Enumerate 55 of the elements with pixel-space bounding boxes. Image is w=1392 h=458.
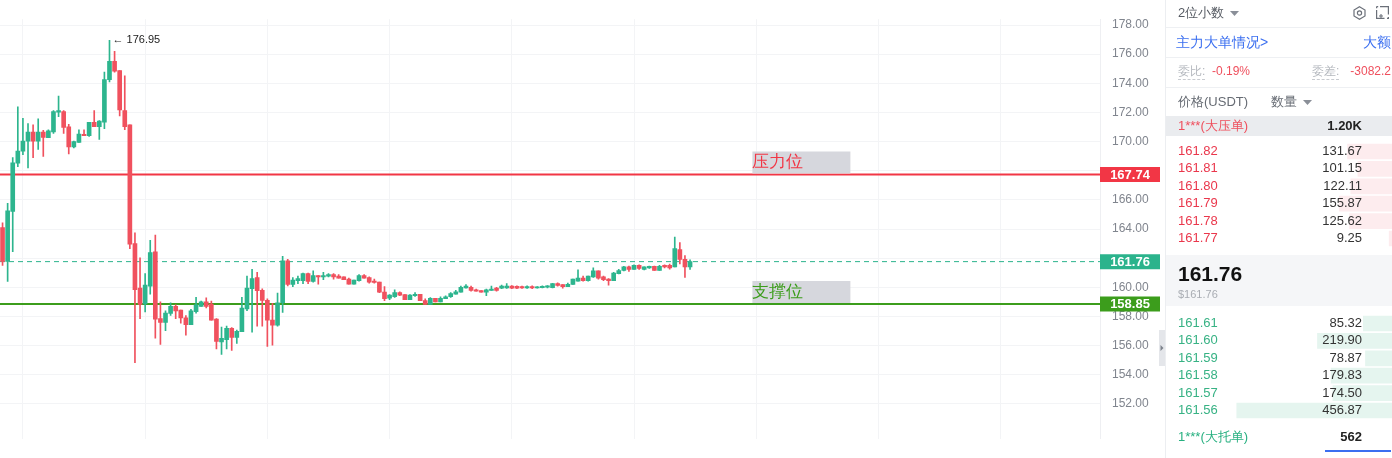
text: 委比:: [1178, 63, 1206, 80]
y-tick-label: 161.58: [1178, 367, 1218, 383]
text: -3082.2: [1350, 63, 1391, 80]
data-label: 456.87: [1322, 402, 1362, 418]
text: 2位小数: [1178, 4, 1225, 22]
y-tick-label: 161.81: [1178, 160, 1218, 176]
text: 161.76: [1178, 262, 1243, 285]
data-label: 219.90: [1322, 332, 1362, 348]
text: 委差:: [1312, 63, 1340, 80]
text: 1***(大托单): [1178, 428, 1249, 446]
data-label: 101.15: [1322, 160, 1362, 176]
annotation: ← 176.95: [112, 33, 161, 46]
y-tick-label: 176.00: [1112, 46, 1150, 61]
y-tick-label: 161.79: [1178, 195, 1218, 211]
text: 数量: [1271, 93, 1297, 111]
data-label: 122.11: [1323, 177, 1362, 193]
y-tick-label: 164.00: [1112, 221, 1150, 236]
ref-line-label: 167.74: [1110, 166, 1151, 182]
y-tick-label: 178.00: [1112, 17, 1150, 32]
data-label: 125.62: [1322, 212, 1362, 228]
y-tick-label: 152.00: [1112, 396, 1150, 411]
text: 562: [1340, 428, 1362, 446]
text: $161.76: [1178, 287, 1218, 302]
y-tick-label: 156.00: [1112, 337, 1150, 352]
data-label: 155.87: [1322, 195, 1362, 211]
data-label: 9.25: [1336, 230, 1362, 246]
text: 主力大单情况>: [1176, 33, 1269, 52]
annotation: 压力位: [752, 152, 804, 172]
y-tick-label: 161.59: [1178, 349, 1218, 365]
y-tick-label: 170.00: [1112, 133, 1150, 148]
y-tick-label: 161.77: [1178, 230, 1218, 246]
data-label: 131.67: [1322, 143, 1362, 159]
y-tick-label: 160.00: [1112, 279, 1150, 294]
data-label: 179.83: [1322, 367, 1362, 383]
y-tick-label: 166.00: [1112, 192, 1150, 207]
text: 1***(大压单): [1178, 117, 1249, 135]
data-label: 85.32: [1329, 315, 1362, 331]
text: 1.20K: [1327, 117, 1362, 135]
y-tick-label: 161.80: [1178, 177, 1218, 193]
y-tick-label: 161.82: [1178, 143, 1218, 159]
y-tick-label: 161.60: [1178, 332, 1218, 348]
text: 大额: [1363, 33, 1391, 52]
y-tick-label: 174.00: [1112, 75, 1150, 90]
text: 价格(USDT): [1178, 93, 1249, 111]
y-tick-label: 161.56: [1178, 402, 1218, 418]
y-tick-label: 161.61: [1178, 315, 1218, 331]
data-label: 174.50: [1322, 384, 1362, 400]
y-tick-label: 172.00: [1112, 104, 1150, 119]
data-label: 78.87: [1329, 349, 1362, 365]
y-tick-label: 161.78: [1178, 212, 1218, 228]
y-tick-label: 161.57: [1178, 384, 1218, 400]
text: -0.19%: [1212, 63, 1251, 80]
ref-line-label: 161.76: [1110, 253, 1150, 269]
y-tick-label: 154.00: [1112, 367, 1150, 382]
annotation: 支撑位: [752, 281, 804, 301]
